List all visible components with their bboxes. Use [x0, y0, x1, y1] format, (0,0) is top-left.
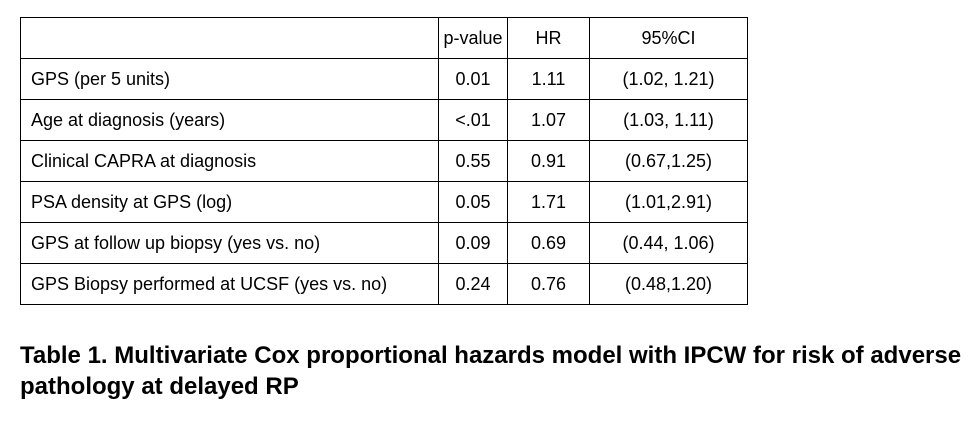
cell: 0.69 — [507, 222, 590, 264]
header-cell: 95%CI — [589, 17, 748, 59]
cell: 0.09 — [438, 222, 508, 264]
cell: (1.03, 1.11) — [589, 99, 748, 141]
header-cell — [20, 17, 439, 59]
cell: 1.11 — [507, 58, 590, 100]
table-row: GPS at follow up biopsy (yes vs. no) 0.09… — [20, 222, 748, 264]
header-row: p-value HR 95%CI — [20, 17, 748, 59]
table-row: GPS (per 5 units) 0.01 1.11 (1.02, 1.21) — [20, 58, 748, 100]
cell: (1.02, 1.21) — [589, 58, 748, 100]
header-cell: p-value — [438, 17, 508, 59]
cell: 0.05 — [438, 181, 508, 223]
table-body: p-value HR 95%CI GPS (per 5 units) 0.01 1.… — [20, 17, 748, 305]
cell: 0.91 — [507, 140, 590, 182]
cell: 0.76 — [507, 263, 590, 305]
table-row: Clinical CAPRA at diagnosis 0.55 0.91 (0.67… — [20, 140, 748, 182]
cell: (1.01,2.91) — [589, 181, 748, 223]
row-label: GPS Biopsy performed at UCSF (yes vs. no… — [20, 263, 439, 305]
table-row: GPS Biopsy performed at UCSF (yes vs. no… — [20, 263, 748, 305]
cell: 1.71 — [507, 181, 590, 223]
row-label: PSA density at GPS (log) — [20, 181, 439, 223]
cell: (0.67,1.25) — [589, 140, 748, 182]
cell: 0.01 — [438, 58, 508, 100]
cell: (0.48,1.20) — [589, 263, 748, 305]
header-cell: HR — [507, 17, 590, 59]
cell: (0.44, 1.06) — [589, 222, 748, 264]
cell: 1.07 — [507, 99, 590, 141]
results-table: p-value HR 95%CI GPS (per 5 units) 0.01 1.… — [20, 17, 748, 305]
cell: 0.55 — [438, 140, 508, 182]
cell: 0.24 — [438, 263, 508, 305]
row-label: Age at diagnosis (years) — [20, 99, 439, 141]
cell: <.01 — [438, 99, 508, 141]
row-label: GPS (per 5 units) — [20, 58, 439, 100]
row-label: GPS at follow up biopsy (yes vs. no) — [20, 222, 439, 264]
caption: Table 1. Multivariate Cox proportional h… — [20, 342, 962, 400]
row-label: Clinical CAPRA at diagnosis — [20, 140, 439, 182]
table-row: PSA density at GPS (log) 0.05 1.71 (1.01,2.… — [20, 181, 748, 223]
table-row: Age at diagnosis (years) <.01 1.07 (1.03, 1… — [20, 99, 748, 141]
